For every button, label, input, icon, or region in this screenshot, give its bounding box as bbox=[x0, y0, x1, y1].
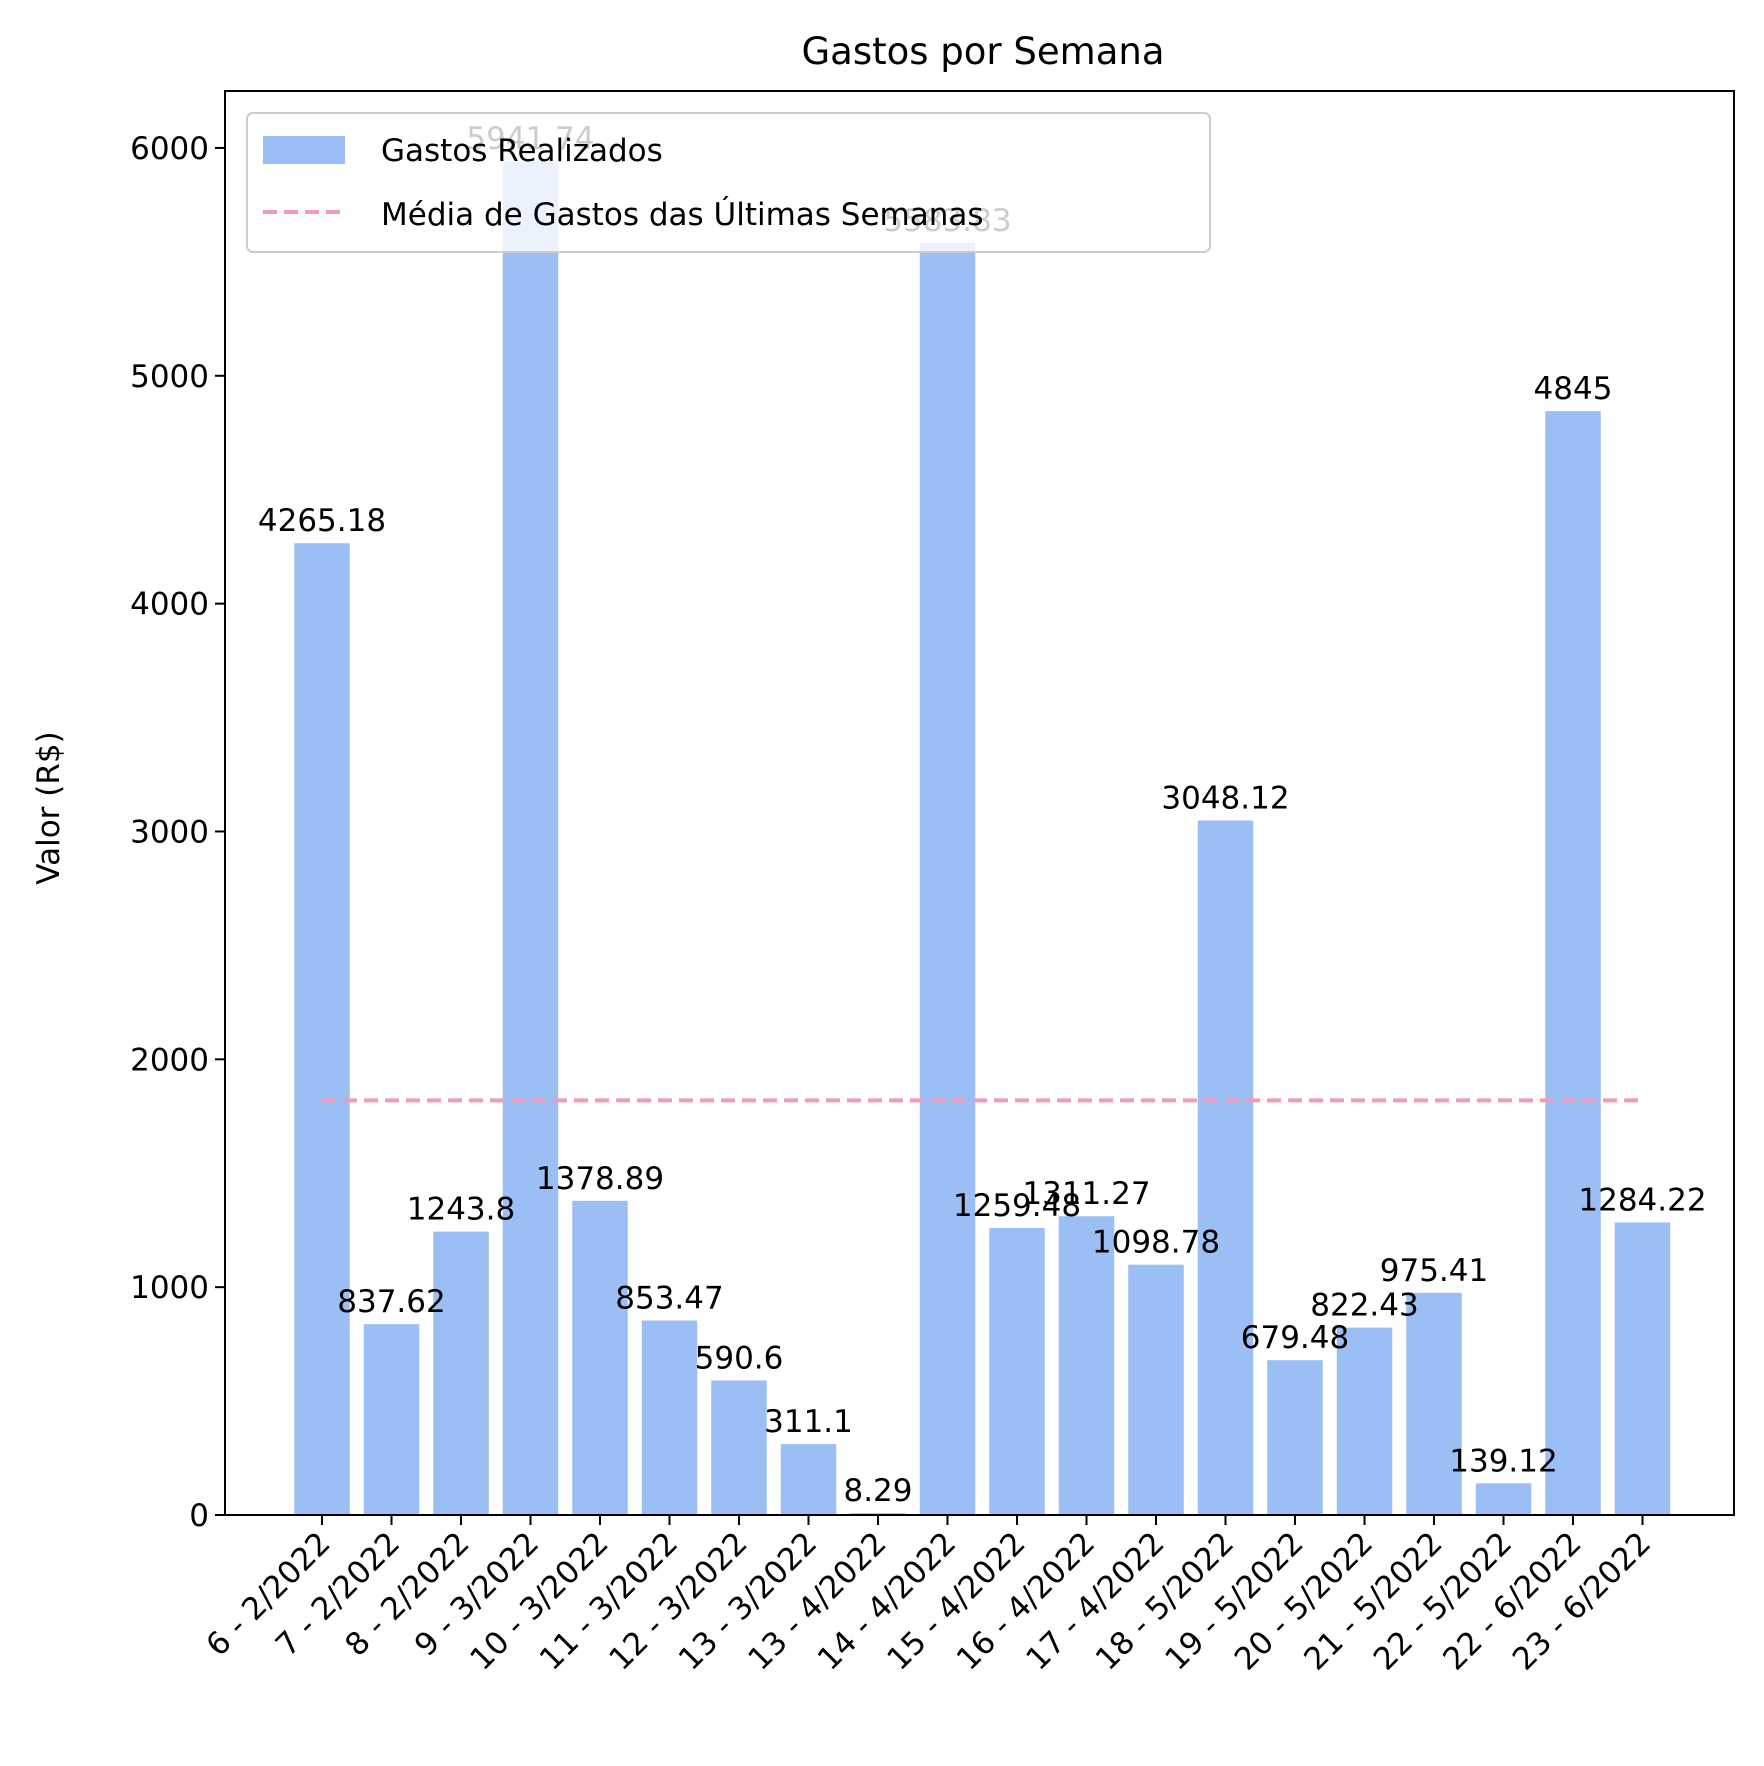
bar bbox=[780, 1444, 837, 1515]
bar bbox=[1197, 820, 1254, 1515]
chart-title: Gastos por Semana bbox=[802, 30, 1165, 73]
bar-value-label: 975.41 bbox=[1380, 1253, 1488, 1289]
bar-value-label: 3048.12 bbox=[1161, 781, 1289, 817]
bar-value-label: 822.43 bbox=[1310, 1288, 1418, 1324]
bar bbox=[502, 161, 559, 1515]
bar bbox=[1336, 1327, 1393, 1515]
bar-value-label: 853.47 bbox=[615, 1281, 723, 1317]
bar bbox=[363, 1324, 420, 1515]
bar bbox=[919, 242, 976, 1516]
bar-value-label: 4265.18 bbox=[258, 503, 386, 539]
bar bbox=[1545, 411, 1601, 1515]
bar-value-label: 8.29 bbox=[843, 1473, 912, 1509]
bar bbox=[1267, 1360, 1323, 1515]
bar bbox=[989, 1228, 1045, 1515]
legend-box bbox=[246, 112, 1211, 253]
bar-value-label: 1098.78 bbox=[1092, 1225, 1220, 1261]
bar-value-label: 1259.48 bbox=[953, 1188, 1081, 1224]
bar bbox=[572, 1200, 628, 1515]
bar-value-label: 139.12 bbox=[1449, 1443, 1557, 1479]
bar-value-label: 1284.22 bbox=[1578, 1182, 1706, 1218]
bar-value-label: 311.1 bbox=[764, 1404, 853, 1440]
plot-area: 4265.18837.621243.85941.741378.89853.475… bbox=[130, 121, 1707, 1677]
bar bbox=[641, 1320, 698, 1515]
y-tick-label: 5000 bbox=[130, 359, 209, 395]
bar bbox=[1058, 1216, 1115, 1515]
bar-value-label: 1378.89 bbox=[536, 1161, 664, 1197]
bar-value-label: 4845 bbox=[1534, 371, 1613, 407]
legend-bar-swatch bbox=[263, 136, 345, 164]
y-tick-label: 4000 bbox=[130, 587, 209, 623]
y-tick-label: 1000 bbox=[130, 1270, 209, 1306]
y-tick-label: 0 bbox=[189, 1498, 209, 1534]
bar bbox=[1406, 1292, 1462, 1515]
y-axis-title: Valor (R$) bbox=[31, 731, 67, 884]
bar bbox=[1614, 1222, 1671, 1515]
y-tick-label: 3000 bbox=[130, 814, 209, 850]
bar-value-label: 590.6 bbox=[695, 1340, 784, 1376]
bar bbox=[711, 1380, 767, 1515]
bar-value-label: 1243.8 bbox=[407, 1192, 515, 1228]
bar-value-label: 679.48 bbox=[1241, 1320, 1349, 1356]
bar bbox=[1128, 1264, 1184, 1515]
legend-label-line: Média de Gastos das Últimas Semanas bbox=[381, 196, 984, 233]
bar bbox=[294, 543, 350, 1515]
plot-frame bbox=[224, 90, 1735, 1516]
bar-value-label: 1311.27 bbox=[1022, 1176, 1150, 1212]
legend-label-bars: Gastos Realizados bbox=[381, 133, 663, 169]
y-tick-label: 2000 bbox=[130, 1042, 209, 1078]
bar-value-label: 837.62 bbox=[337, 1284, 445, 1320]
bar bbox=[433, 1231, 489, 1515]
bar bbox=[1475, 1483, 1532, 1515]
y-tick-label: 6000 bbox=[130, 131, 209, 167]
legend: Gastos Realizados Média de Gastos das Úl… bbox=[246, 112, 1211, 253]
